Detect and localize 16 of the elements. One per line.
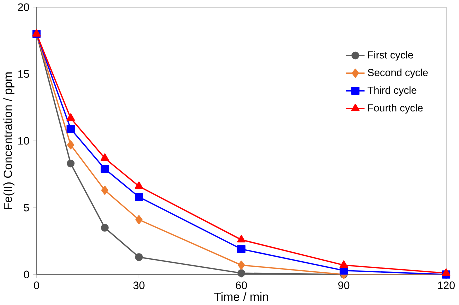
x-tick-label: 120	[438, 282, 455, 290]
y-axis-title: Fe(II) Concentration / ppm	[4, 72, 15, 210]
x-tick-label: 90	[338, 282, 350, 290]
y-tick-label: 0	[24, 271, 30, 279]
legend-label: First cycle	[368, 51, 414, 61]
legend-label: Fourth cycle	[368, 104, 423, 114]
x-tick-label: 60	[236, 282, 248, 290]
y-tick-label: 5	[24, 204, 30, 212]
y-tick-label: 20	[18, 4, 30, 12]
legend-label: Second cycle	[368, 69, 428, 79]
x-tick-label: 30	[134, 282, 145, 290]
legend-label: Third cycle	[368, 86, 417, 96]
y-tick-label: 15	[18, 70, 30, 78]
x-axis-title: Time / min	[214, 292, 268, 302]
y-tick-label: 10	[18, 137, 30, 145]
x-tick-label: 0	[34, 282, 40, 290]
